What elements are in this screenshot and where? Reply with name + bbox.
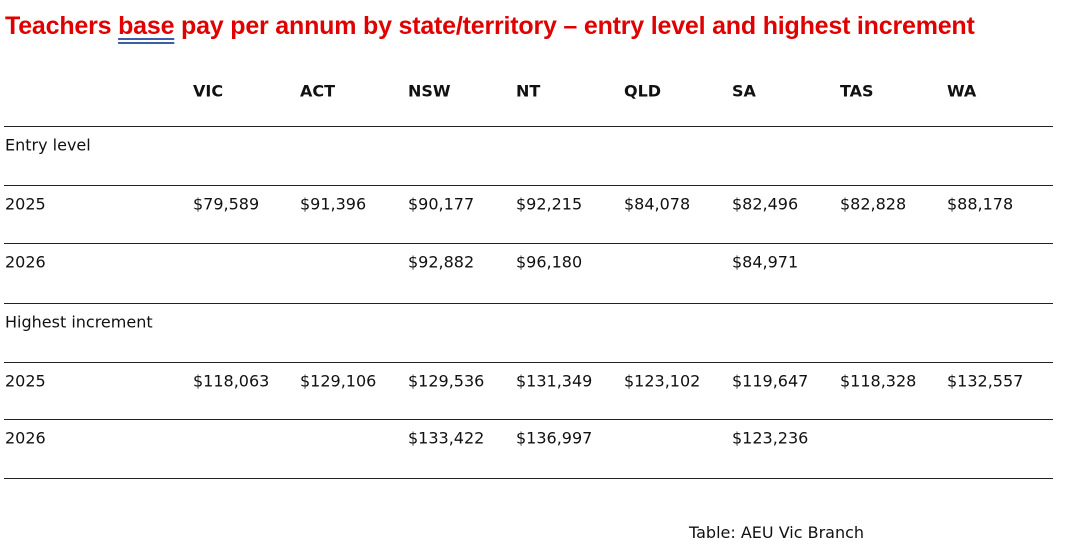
table-cell: $123,102 (624, 371, 701, 391)
column-header: QLD (624, 81, 662, 101)
row-label: Highest increment (5, 312, 153, 332)
table-cell: $92,882 (408, 252, 475, 272)
column-header: ACT (300, 81, 336, 101)
table-cell: $84,971 (732, 252, 799, 272)
table-cell: $131,349 (516, 371, 593, 391)
row-divider (4, 419, 1053, 420)
table-cell: $84,078 (624, 194, 691, 214)
table-cell: $129,106 (300, 371, 377, 391)
row-label: 2026 (5, 428, 46, 448)
table-cell: $129,536 (408, 371, 485, 391)
table-cell: $82,828 (840, 194, 907, 214)
table-cell: $136,997 (516, 428, 593, 448)
row-divider (4, 478, 1053, 479)
table-cell: $132,557 (947, 371, 1024, 391)
column-header: WA (947, 81, 977, 101)
row-label: 2025 (5, 194, 46, 214)
table-cell: $90,177 (408, 194, 475, 214)
row-divider (4, 303, 1053, 304)
table-caption: Table: AEU Vic Branch (689, 523, 865, 542)
table-cell: $118,063 (193, 371, 270, 391)
column-header: TAS (840, 81, 874, 101)
table-cell: $88,178 (947, 194, 1014, 214)
column-header: SA (732, 81, 756, 101)
table-cell: $92,215 (516, 194, 583, 214)
table-cell: $96,180 (516, 252, 583, 272)
table-cell: $118,328 (840, 371, 917, 391)
table-cell: $91,396 (300, 194, 367, 214)
row-divider (4, 185, 1053, 186)
row-divider (4, 243, 1053, 244)
table-cell: $82,496 (732, 194, 799, 214)
table-cell: $79,589 (193, 194, 260, 214)
row-divider (4, 126, 1053, 127)
page-title: Teachers base pay per annum by state/ter… (5, 12, 975, 41)
row-label: 2026 (5, 252, 46, 272)
column-header: NT (516, 81, 541, 101)
column-header: NSW (408, 81, 451, 101)
column-header: VIC (193, 81, 224, 101)
row-divider (4, 362, 1053, 363)
table-cell: $119,647 (732, 371, 809, 391)
row-label: 2025 (5, 371, 46, 391)
title-text: Teachers (5, 12, 119, 40)
row-label: Entry level (5, 135, 91, 155)
title-text-rest: pay per annum by state/territory – entry… (174, 12, 975, 40)
table-cell: $123,236 (732, 428, 809, 448)
title-underlined-word: base (118, 12, 175, 40)
table-cell: $133,422 (408, 428, 485, 448)
